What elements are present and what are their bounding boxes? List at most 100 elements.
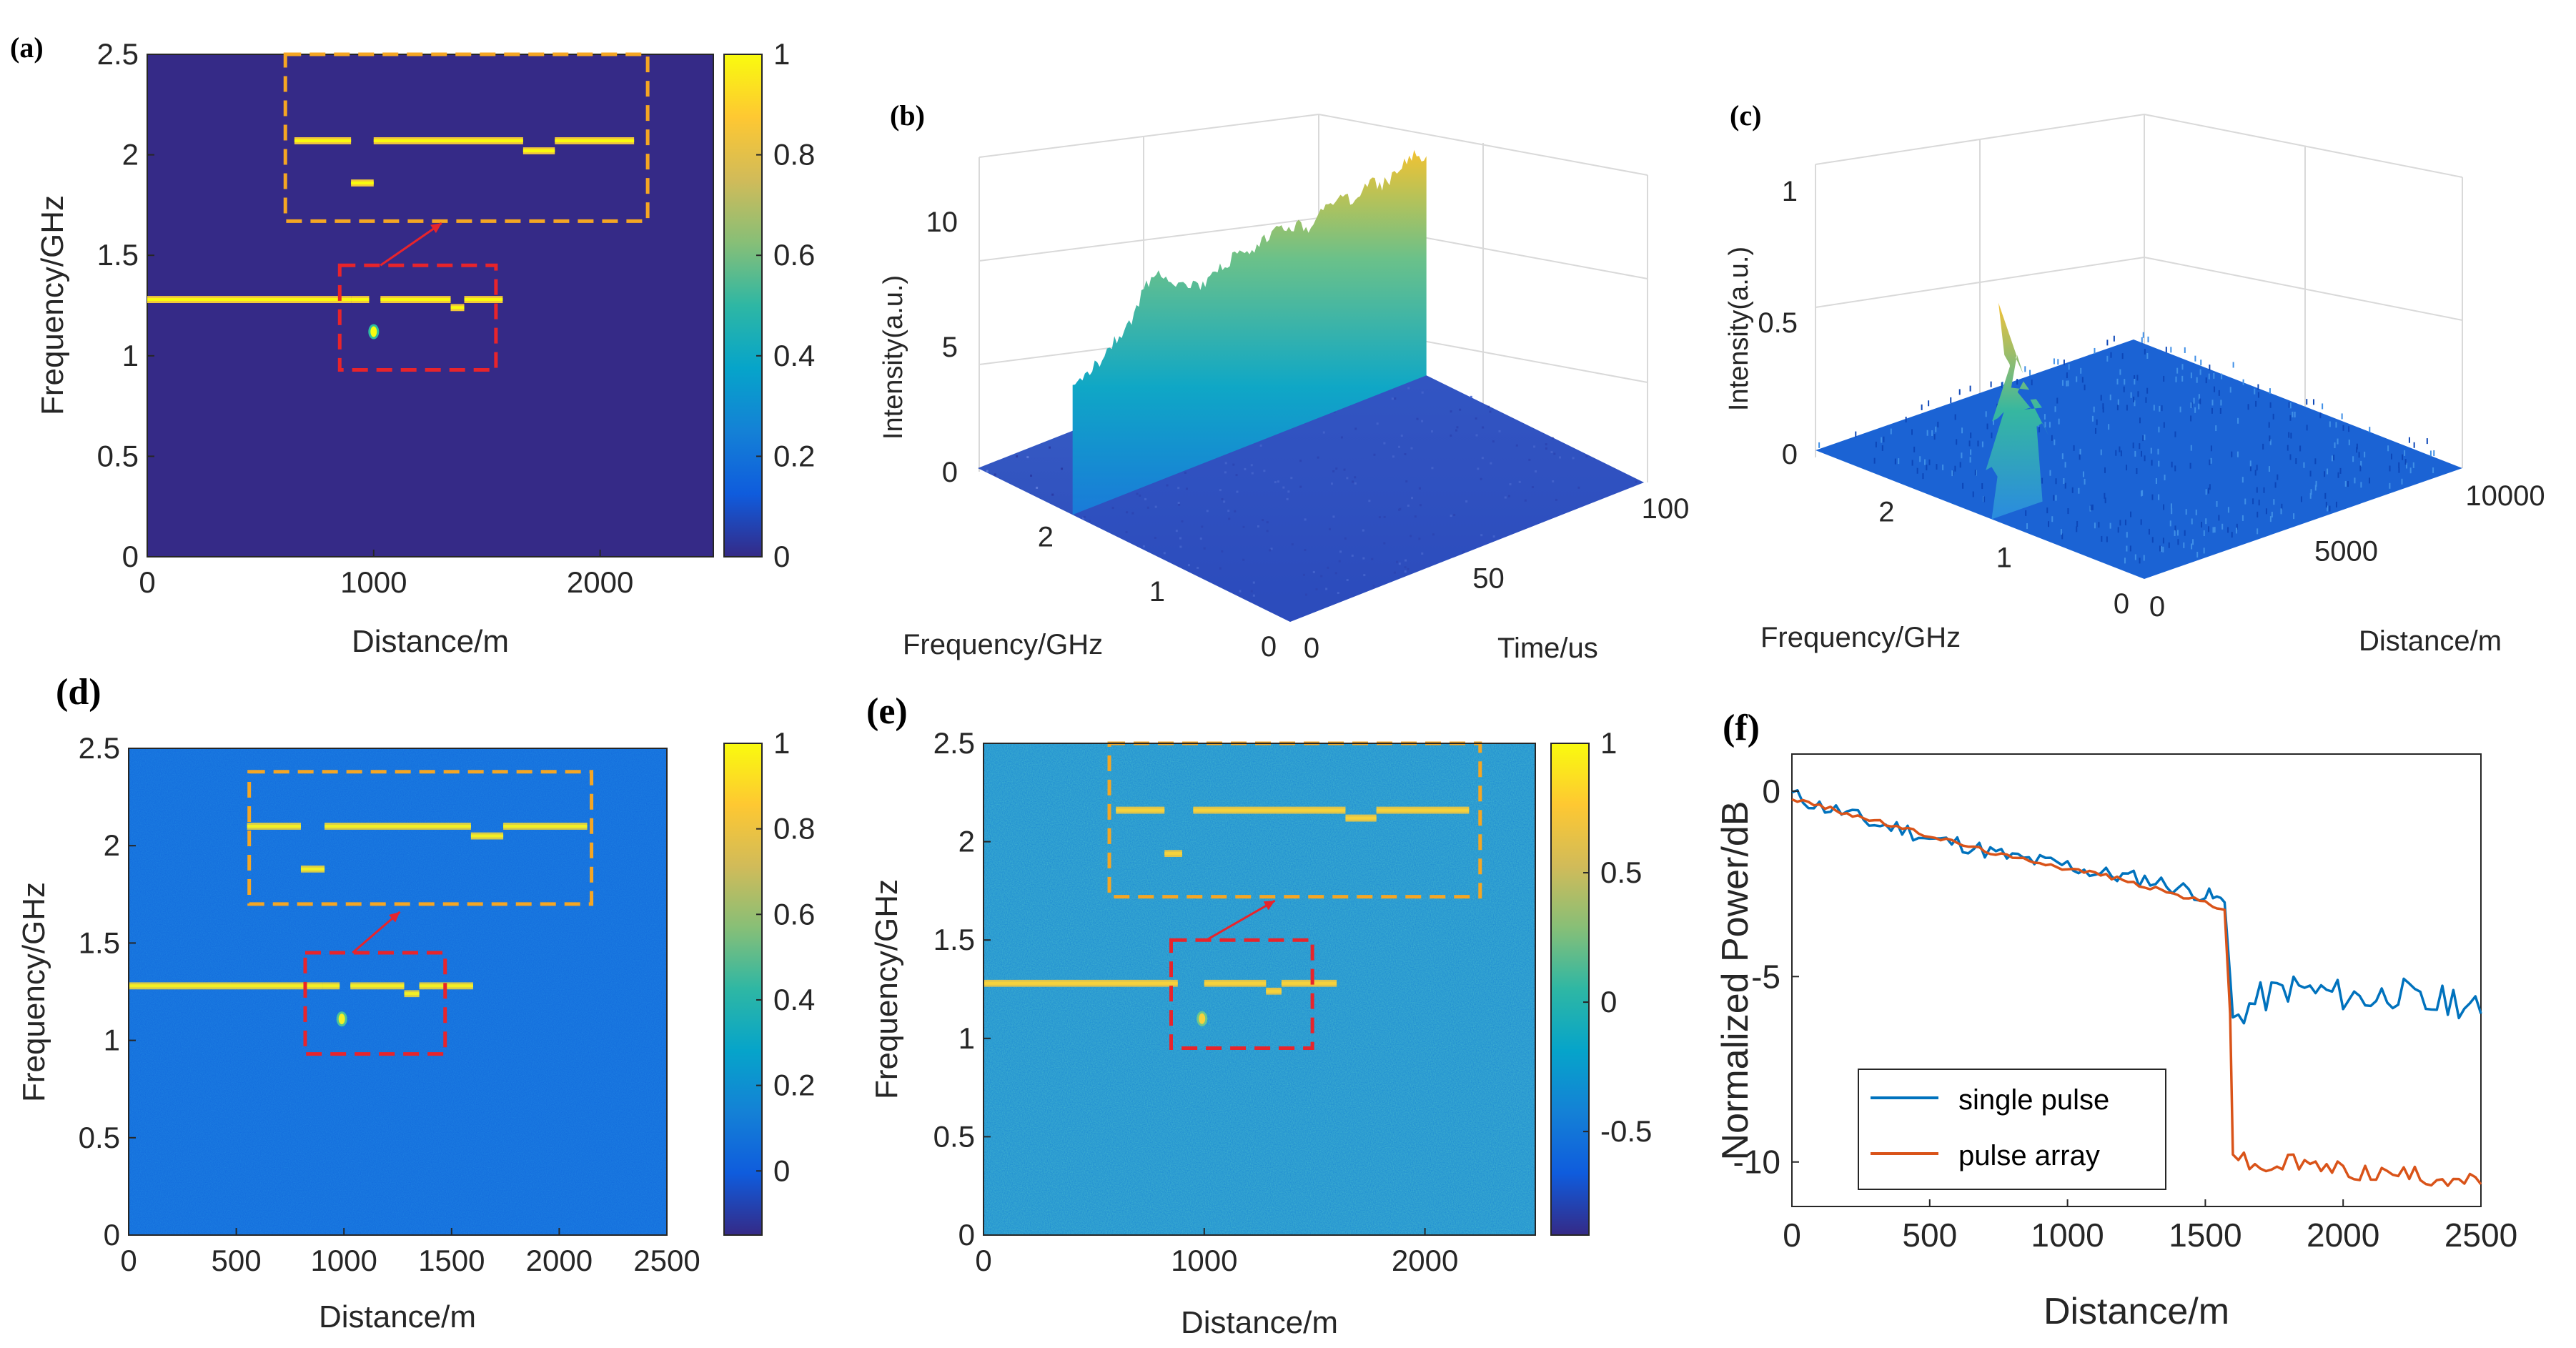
panel-c-floor-speck bbox=[2231, 532, 2233, 538]
panel-c-floor-speck bbox=[2151, 460, 2153, 466]
panel-c-floor-speck bbox=[2389, 465, 2391, 472]
panel-c-floor-speck bbox=[2184, 347, 2186, 353]
panel-c-floor-speck bbox=[2242, 379, 2244, 385]
panel-e-x-axis-label: Distance/m bbox=[1181, 1305, 1338, 1340]
panel-c-floor-speck bbox=[2309, 492, 2312, 499]
panel-c-floor-speck bbox=[2051, 516, 2054, 522]
panel-e-x-tick-label-1: 1000 bbox=[1171, 1244, 1237, 1277]
panel-label-c: (c) bbox=[1730, 99, 1761, 132]
panel-c-floor-speck bbox=[2150, 447, 2152, 454]
panel-b-z-ticks: 0 5 10 bbox=[926, 207, 958, 488]
panel-c-floor-speck bbox=[2048, 521, 2050, 527]
panel-c-floor-speck bbox=[2289, 415, 2292, 421]
panel-c-floor-speck bbox=[2369, 427, 2371, 433]
panel-c-floor-speck bbox=[2329, 505, 2331, 512]
panel-e-roi-arrow bbox=[1206, 899, 1276, 941]
panel-c-floor-speck bbox=[2055, 495, 2057, 501]
panel-f-x-tick-label-5: 2500 bbox=[2444, 1216, 2517, 1254]
panel-b-time-axis-label: Time/us bbox=[1497, 633, 1598, 664]
panel-c-floor-speck bbox=[2185, 509, 2187, 515]
panel-c-floor-speck bbox=[2401, 478, 2403, 485]
panel-a-y-ticks: 0 0.5 1 1.5 2 2.5 bbox=[97, 37, 154, 573]
panel-c-floor-speck bbox=[2288, 432, 2290, 438]
panel-c-floor-speck bbox=[1969, 385, 1971, 392]
panel-c-floor-speck bbox=[2219, 407, 2221, 414]
panel-c-floor-speck bbox=[2165, 347, 2167, 353]
panel-c-floor-speck bbox=[2208, 373, 2210, 380]
panel-c-floor-speck bbox=[2277, 474, 2279, 480]
panel-a-colorbar bbox=[723, 54, 763, 557]
panel-c-floor-speck bbox=[2051, 435, 2053, 441]
panel-c-floor-speck bbox=[2073, 445, 2075, 451]
panel-d-x-tick-label-4: 2000 bbox=[526, 1244, 593, 1277]
panel-c-floor-speck bbox=[2268, 466, 2270, 472]
panel-b-marks bbox=[978, 149, 1644, 622]
panel-c-floor-speck bbox=[1933, 434, 1936, 440]
panel-c-floor-speck bbox=[1954, 465, 1956, 472]
panel-c-floor-speck bbox=[2356, 443, 2358, 450]
panel-c-floor-speck bbox=[2190, 402, 2192, 409]
panel-c-floor-speck bbox=[2044, 422, 2046, 428]
panel-c-floor-speck bbox=[2341, 413, 2343, 420]
panel-c-floor-speck bbox=[2056, 397, 2059, 404]
panel-c-floor-speck bbox=[2184, 530, 2186, 536]
panel-c-floor-speck bbox=[2360, 460, 2362, 467]
panel-c-floor-speck bbox=[2079, 454, 2081, 460]
panel-c-floor-speck bbox=[2164, 475, 2166, 481]
panel-c-floor-speck bbox=[2263, 487, 2265, 493]
panel-c-z-tick-label-1: 0.5 bbox=[1758, 307, 1798, 339]
panel-c-floor-speck bbox=[2192, 539, 2194, 545]
panel-c-floor-speck bbox=[1818, 442, 1820, 448]
panel-c-floor-speck bbox=[2390, 453, 2392, 460]
panel-a-roi-box-red bbox=[337, 263, 498, 372]
panel-c-floor-speck bbox=[2269, 435, 2271, 442]
panel-c-floor-speck bbox=[2095, 427, 2097, 434]
panel-f-y-ticks: -10 -5 0 bbox=[1733, 773, 1799, 1181]
panel-c-floor-speck bbox=[2158, 426, 2160, 432]
panel-label-d: (d) bbox=[56, 672, 101, 713]
panel-c-floor-speck bbox=[2232, 362, 2234, 368]
panel-b-floor-speck bbox=[1051, 493, 1054, 496]
panel-c-floor-speck bbox=[2196, 377, 2198, 383]
panel-c-floor-speck bbox=[2269, 388, 2271, 395]
panel-c-floor-speck bbox=[2134, 375, 2136, 381]
panel-c-floor-speck bbox=[1935, 426, 1937, 432]
panel-c-floor-speck bbox=[1977, 440, 1979, 447]
panel-c-floor-speck bbox=[2126, 532, 2128, 538]
panel-c-floor-speck bbox=[1950, 397, 1952, 403]
panel-c-floor-speck bbox=[2273, 499, 2275, 505]
panel-c-floor-speck bbox=[1968, 440, 1971, 447]
panel-e-roi-arrowhead bbox=[1263, 901, 1275, 911]
panel-c-floor-speck bbox=[2213, 372, 2215, 379]
panel-c-floor-speck bbox=[1975, 470, 1977, 476]
panel-c-floor-speck bbox=[2104, 497, 2106, 504]
panel-c-floor-speck bbox=[2171, 508, 2173, 515]
panel-a-y-tick-label-4: 2 bbox=[122, 138, 139, 172]
panel-e-y-tick-label-4: 2 bbox=[958, 825, 975, 858]
panel-c-floor-speck bbox=[2119, 446, 2121, 452]
panel-c-floor-speck bbox=[2174, 431, 2176, 437]
panel-c-floor-speck bbox=[2196, 551, 2199, 557]
panel-d-colorbar-tick-label-5: 1 bbox=[773, 726, 790, 760]
panel-f-y-tick-label-0: -10 bbox=[1733, 1144, 1780, 1181]
panel-c-floor-speck bbox=[2227, 527, 2229, 533]
panel-c-floor-speck bbox=[2163, 504, 2165, 510]
panel-c-floor-speck bbox=[2191, 543, 2193, 550]
panel-c-floor-speck bbox=[2409, 467, 2412, 474]
panel-c-floor-speck bbox=[2398, 467, 2400, 473]
panel-b-floor-speck bbox=[1036, 486, 1039, 489]
panel-c-floor-speck bbox=[2080, 367, 2082, 374]
panel-c-floor-speck bbox=[2254, 388, 2256, 395]
panel-c-floor-speck bbox=[2038, 426, 2040, 432]
panel-d-x-ticks: 0 500 1000 1500 2000 2500 bbox=[120, 1228, 700, 1277]
panel-c-floor-speck bbox=[2104, 492, 2106, 499]
panel-c-floor-speck bbox=[1881, 445, 1883, 451]
panel-c-floor-speck bbox=[2102, 407, 2104, 413]
panel-c-floor-speck bbox=[2024, 366, 2026, 372]
panel-e-colorbar bbox=[1550, 743, 1590, 1236]
panel-d-y-tick-label-0: 0 bbox=[104, 1218, 120, 1252]
panel-c-floor-speck bbox=[1969, 457, 1971, 463]
panel-c-floor-speck bbox=[2110, 352, 2112, 358]
panel-c-floor-speck bbox=[1911, 429, 1913, 435]
